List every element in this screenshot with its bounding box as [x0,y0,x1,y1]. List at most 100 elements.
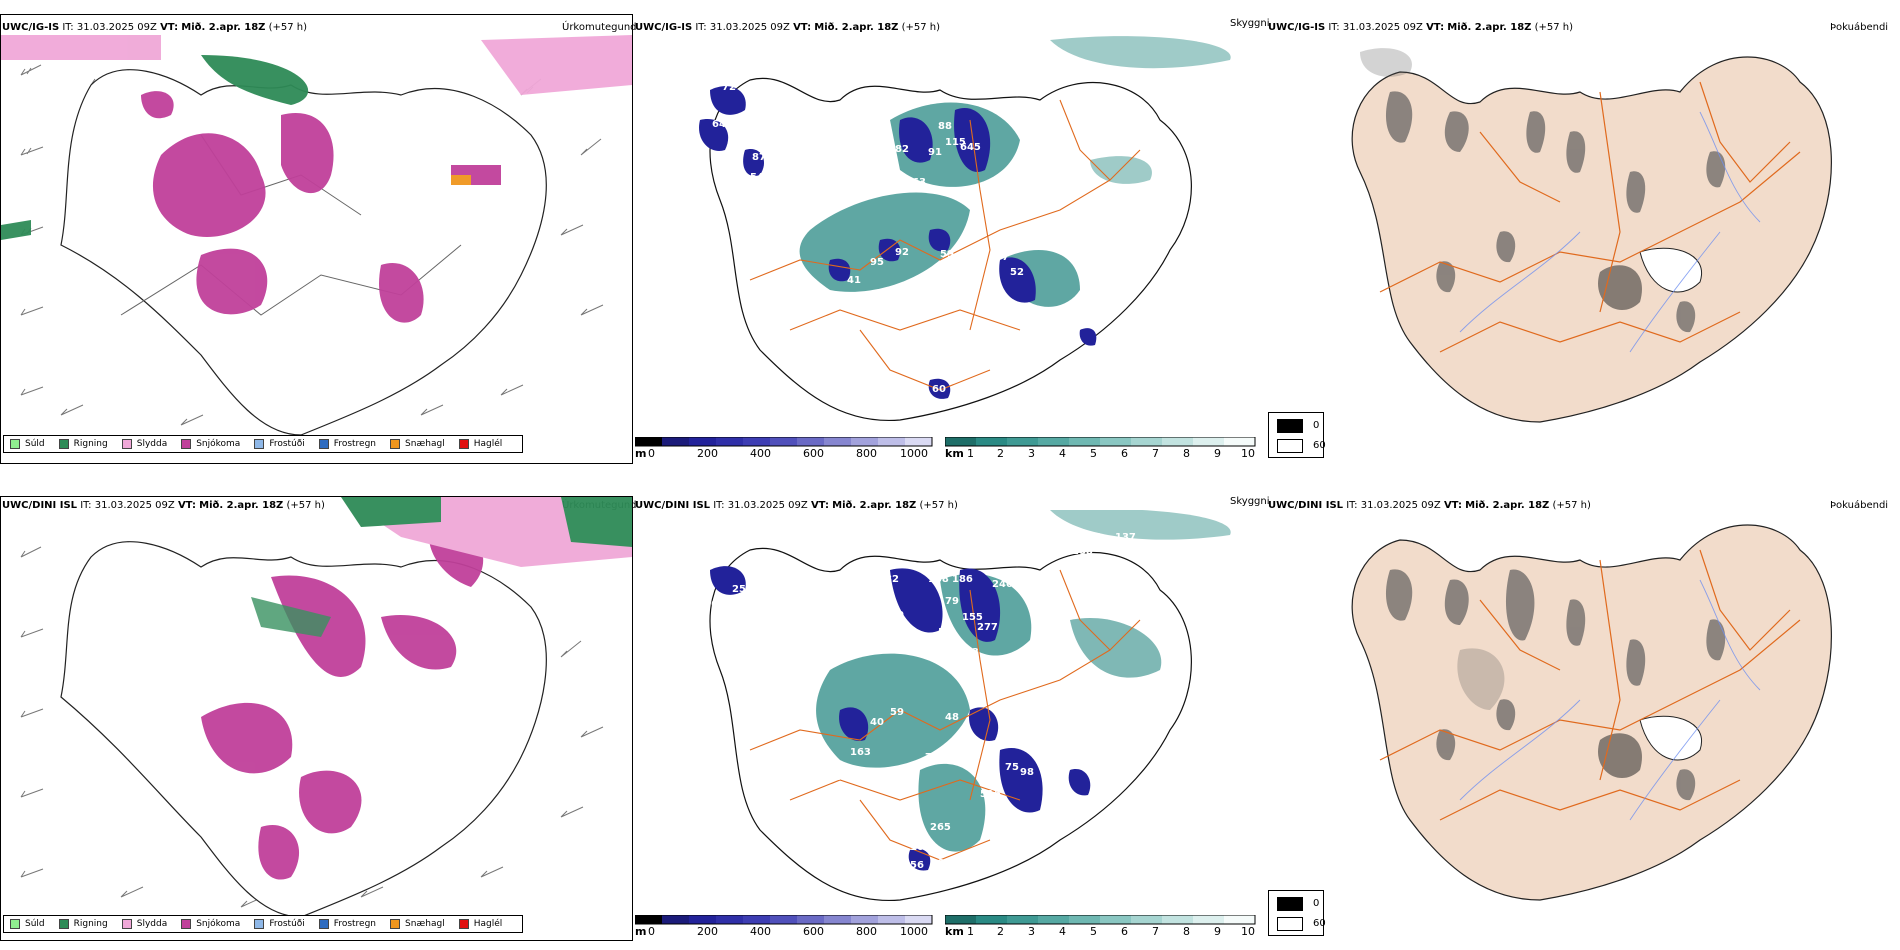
swatch-snaehagl-icon [390,919,401,929]
vis-title-2: UWC/DINI ISL IT: 31.03.2025 09Z VT: Mið.… [635,500,958,511]
cloud-number: 115 [945,137,966,148]
fog-legend-black-icon [1277,419,1303,433]
cloud-number: 640 [840,294,861,305]
cloud-number: 100 [910,842,931,853]
vis-map: 212 72 64 87 54 82 88 91 115 645 63 111 … [640,30,1270,430]
cloud-base-colorbar-2: m 0 200 400 600 800 1000 [635,915,935,945]
vis-panel-label-2: Skyggni [1230,496,1270,507]
legend-item-snaehagl: Snæhagl [390,919,445,929]
legend-item-suld: Súld [10,919,45,929]
cloud-number: 46 [704,599,718,610]
swatch-rigning-icon [58,439,69,449]
swatch-suld-icon [10,439,20,449]
cloud-number: 54 [750,172,764,183]
cloud-number: 265 [930,822,951,833]
fog-rivers-2 [1459,579,1761,821]
cloud-number: 52 [1010,267,1024,278]
cloud-number: 137 [1115,532,1136,543]
cloud-number: 70 [890,610,904,621]
cloud-number: 59 [940,249,954,260]
swatch-haglel-icon [458,439,469,449]
legend-item-frostregn: Frostregn [318,919,376,929]
cloud-base-numbers: 212 72 64 87 54 82 88 91 115 645 63 111 … [712,59,1024,395]
fog-panel-label-2: Þokuábendi [1830,500,1889,511]
fog-land [1351,56,1832,423]
cloud-number: 60 [932,384,946,395]
cloud-number: 155 [962,612,983,623]
cloud-number: 98 [1020,767,1034,778]
vis-roads-2 [749,569,1141,861]
fog-title-2: UWC/DINI ISL IT: 31.03.2025 09Z VT: Mið.… [1268,500,1591,511]
cloud-number: 516 [980,789,1001,800]
cloud-number: 88 [1012,739,1026,750]
swatch-slydda-icon [121,439,132,449]
fog-legend-black-icon [1277,897,1303,911]
visibility-colorbar: km 1 2 3 4 5 6 7 8 9 10 [945,437,1265,467]
cloud-number: 95 [870,257,884,268]
vis-panel-label: Skyggni [1230,18,1270,29]
legend-item-suld: Súld [10,439,45,449]
cloud-base-colorbar: m 0 200 400 600 800 1000 [635,437,935,467]
cloud-number: 75 [1005,762,1019,773]
swatch-rigning-icon [58,919,69,929]
fog-rivers [1459,111,1761,353]
fog-title: UWC/IG-IS IT: 31.03.2025 09Z VT: Mið. 2.… [1268,22,1574,33]
cloud-number: 111 [960,192,981,203]
legend-item-slydda: Slydda [121,439,167,449]
cloud-number: 130 [918,637,939,648]
cloud-number: 40 [870,717,884,728]
visibility-colorbar-2: km 1 2 3 4 5 6 7 8 9 10 [945,915,1265,945]
cloud-number: 55 [938,627,952,638]
precip-panel-label: Úrkomutegund [562,22,637,33]
cloud-number: 288 [1072,546,1093,557]
swatch-frostregn-icon [318,919,329,929]
cloud-colorbar-unit: m [635,447,647,460]
precip-legend: Súld Rigning Slydda Snjókoma Frostúði Fr… [3,435,524,453]
legend-item-frostudi: Frostúði [254,919,305,929]
cloud-number: 64 [712,119,726,130]
cloud-number: 66 [776,637,790,648]
legend-item-haglel: Haglél [458,919,502,929]
fog-land-2 [1351,524,1832,901]
cloud-number: 186 [952,574,973,585]
fog-legend-2: 0 60 [1268,890,1326,936]
swatch-haglel-icon [458,919,469,929]
precip-map [0,14,633,464]
cloud-number: 56 [930,858,944,869]
cloud-number: 106 [855,767,876,778]
cloud-base-numbers-2: 253 46 64 66 12 82 138 186 246 70 68 79 … [704,532,1136,871]
row-2: UWC/DINI ISL IT: 31.03.2025 09Z VT: Mið.… [0,470,1900,950]
cloud-number: 82 [885,574,899,585]
fog-roads [1379,81,1801,353]
cloud-number: 77 [995,252,1009,263]
fog-legend-white-icon [1277,439,1303,453]
fog-panel-label: Þokuábendi [1830,22,1889,33]
cloud-number: 79 [945,596,959,607]
vis-colorbar-unit: km [945,447,964,460]
cloud-number: 34 [1046,694,1060,705]
cloud-number: 246 [992,579,1013,590]
cloud-number: 138 [928,574,949,585]
precip-map-2 [0,496,633,941]
cloud-number: 786 [1080,532,1101,543]
cloud-number: 63 [912,177,926,188]
legend-item-snjokoma: Snjókoma [181,919,240,929]
precip-fields-2 [201,497,632,880]
legend-item-snjokoma: Snjókoma [181,439,240,449]
cloud-number: 277 [977,622,998,633]
swatch-snjokoma-icon [181,919,192,929]
swatch-snjokoma-icon [181,439,192,449]
vis-title: UWC/IG-IS IT: 31.03.2025 09Z VT: Mið. 2.… [635,22,941,33]
wind-barbs-2 [20,546,604,908]
precip-title: UWC/IG-IS IT: 31.03.2025 09Z VT: Mið. 2.… [2,22,308,33]
legend-item-rigning: Rigning [58,919,108,929]
cloud-number: 645 [960,142,981,153]
legend-item-snaehagl: Snæhagl [390,439,445,449]
cloud-number: 82 [895,144,909,155]
swatch-slydda-icon [121,919,132,929]
cloud-number: 41 [847,275,861,286]
swatch-frostudi-icon [254,919,265,929]
cloud-number: 88 [938,121,952,132]
cloud-number: 48 [945,712,959,723]
cloud-number: 72 [722,82,736,93]
